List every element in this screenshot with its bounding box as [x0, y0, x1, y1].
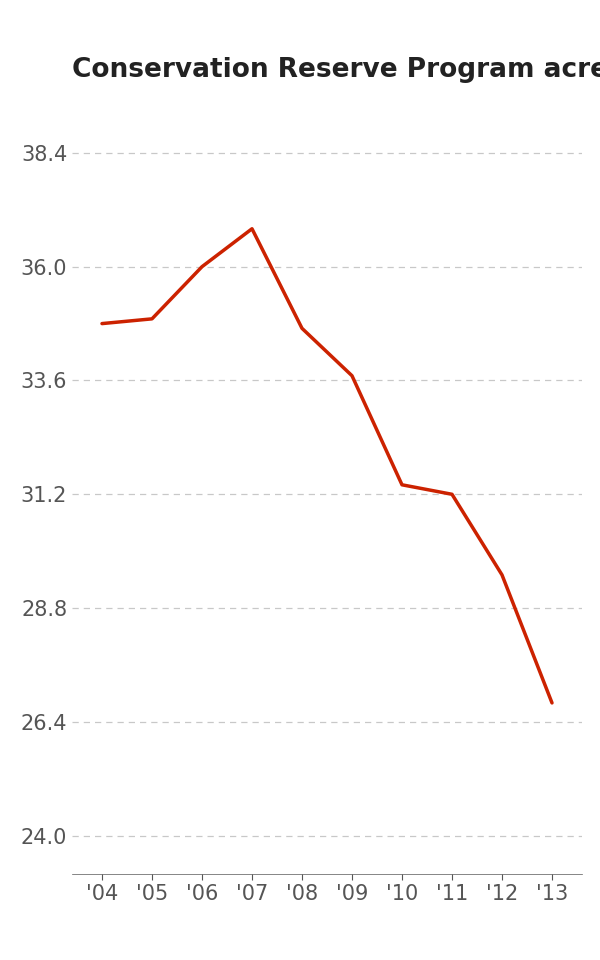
Text: Conservation Reserve Program acres (billions): Conservation Reserve Program acres (bill…	[72, 57, 600, 83]
